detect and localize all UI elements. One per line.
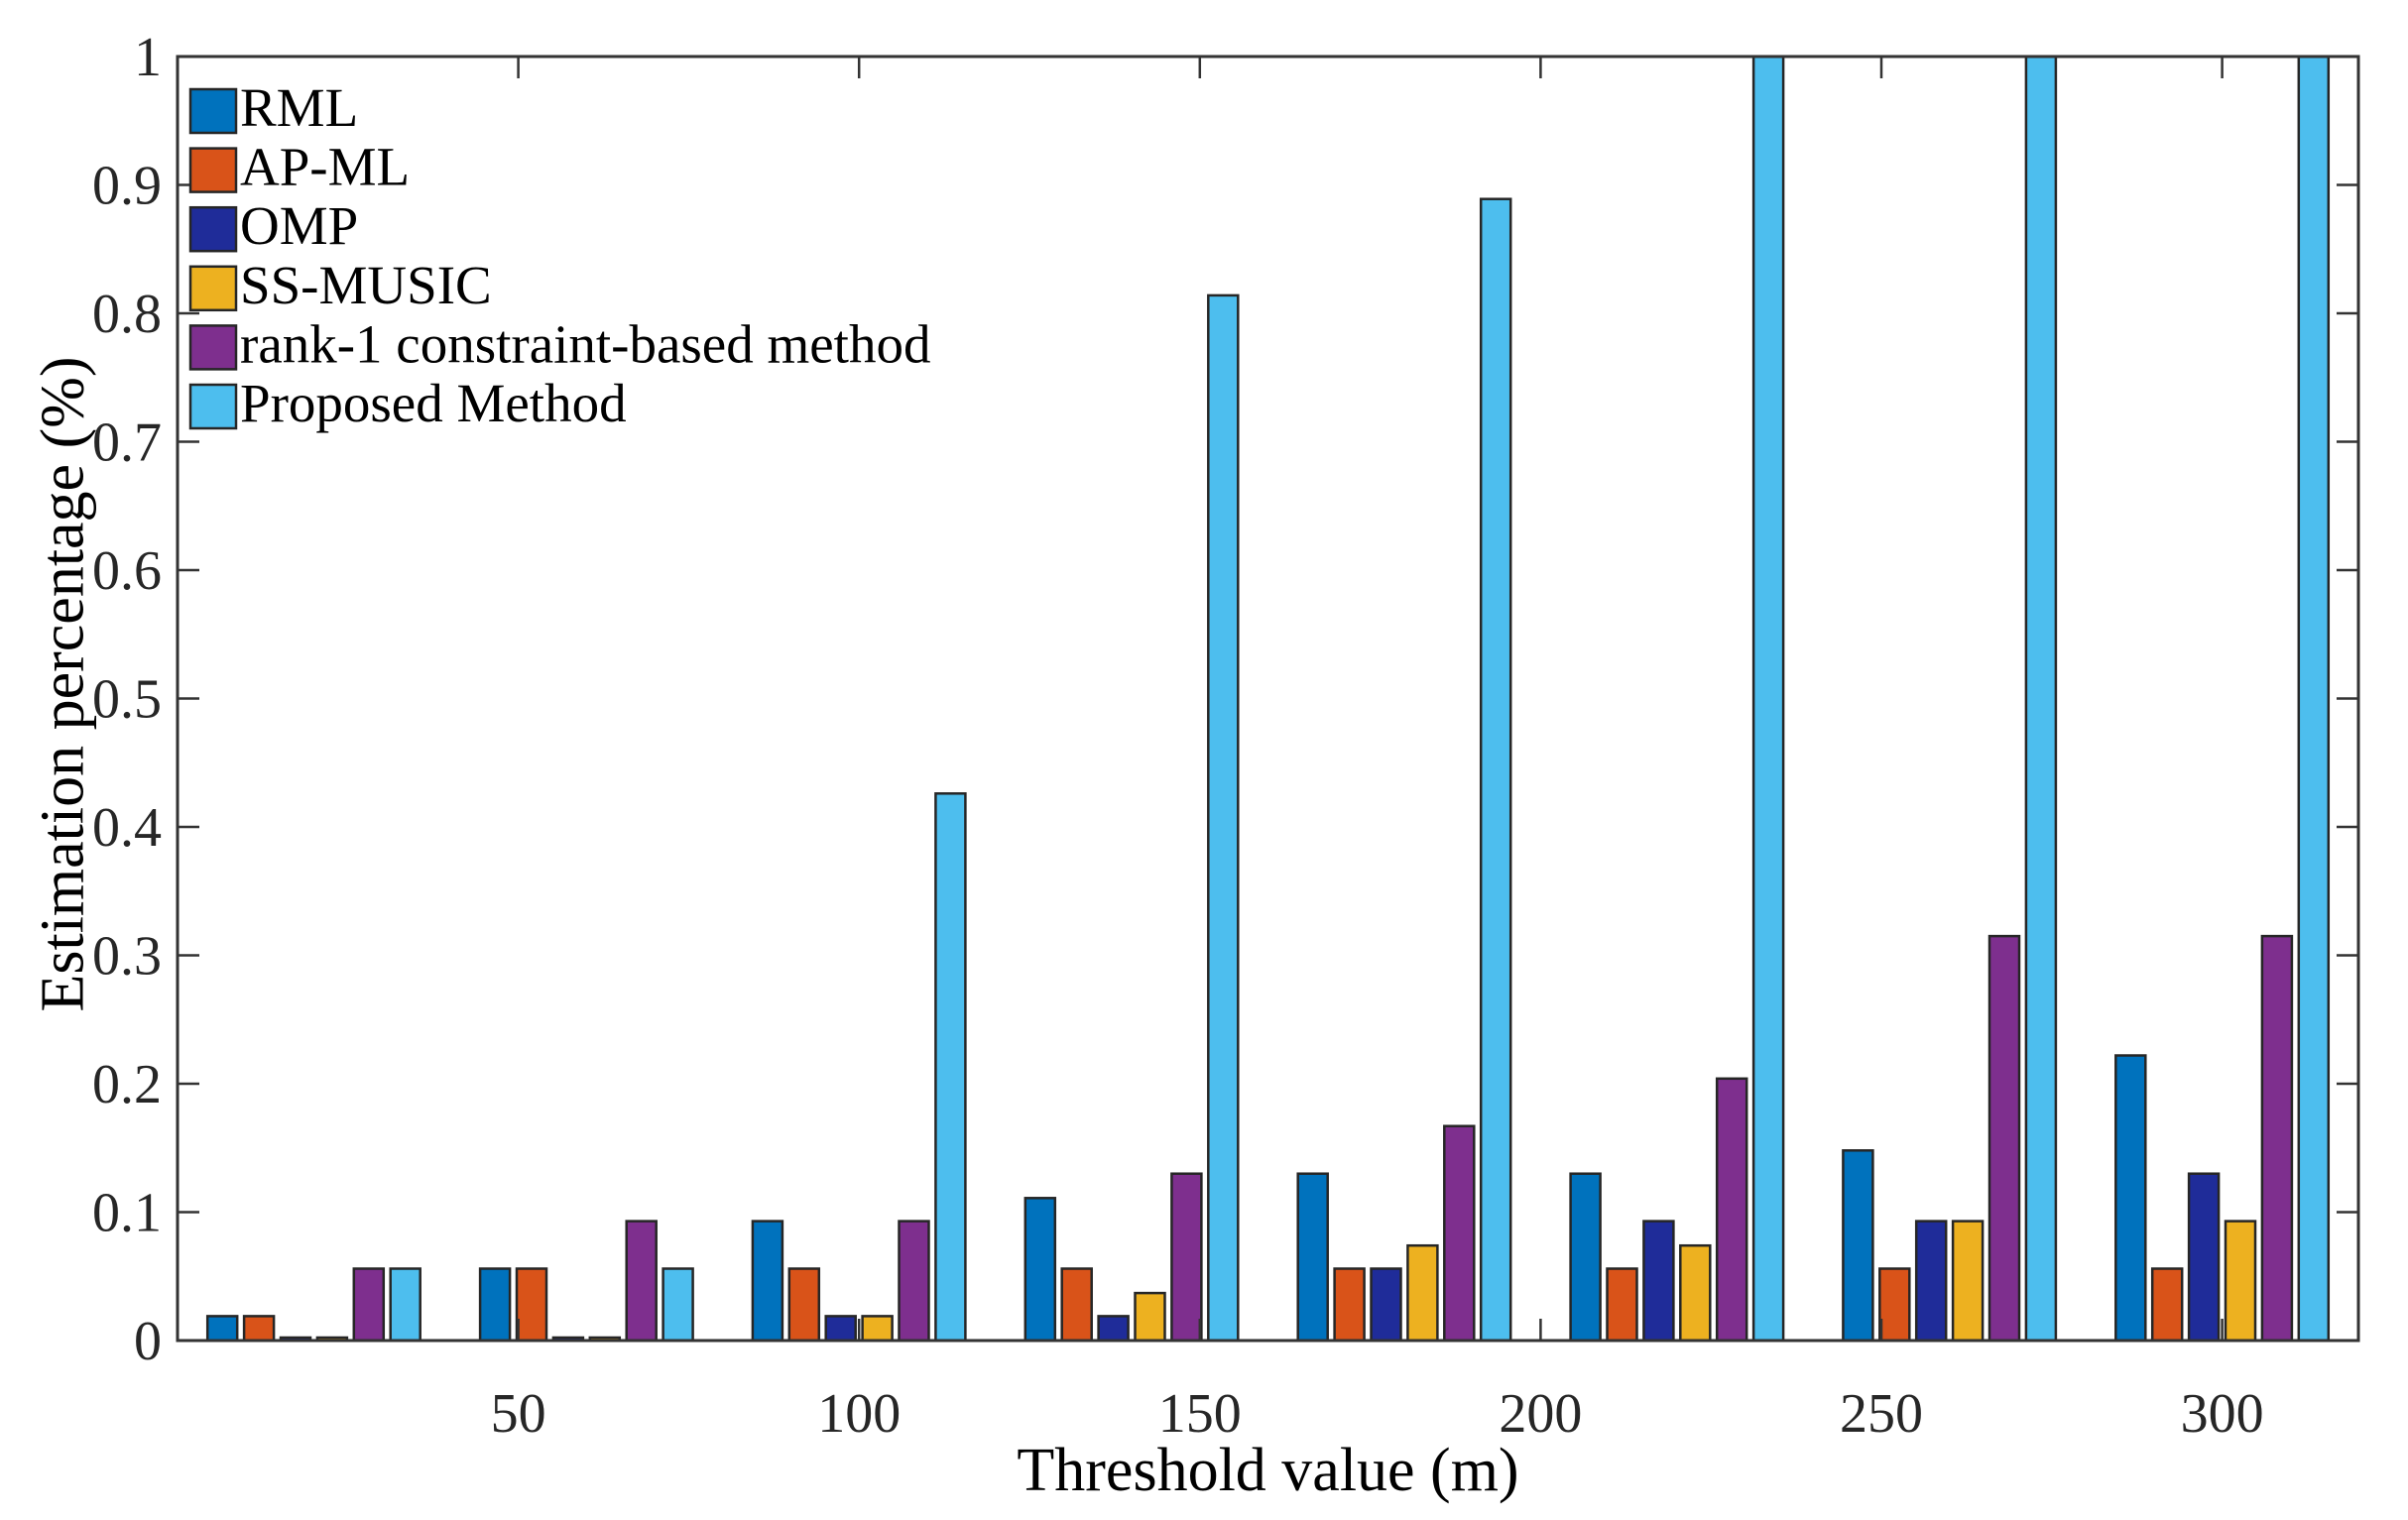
y-tick-label: 0.7	[92, 412, 162, 474]
bar-proposed-method-100	[934, 792, 967, 1343]
bar-ss-music-260	[1951, 1220, 1985, 1343]
y-tick-label: 0	[134, 1311, 162, 1372]
bar-omp-100	[824, 1315, 857, 1343]
bar-ss-music-180	[1406, 1243, 1439, 1343]
bar-ap-ml-300	[2150, 1267, 2184, 1343]
bar-ap-ml-60	[515, 1267, 548, 1343]
bar-rank-1-constraint-based-method-100	[898, 1220, 930, 1343]
y-axis-title: Estimation percentage (%)	[29, 356, 97, 1012]
legend-swatch-omp	[188, 205, 238, 253]
bar-rml-60	[478, 1267, 512, 1343]
bar-proposed-method-220	[1751, 55, 1785, 1343]
x-tick-label: 200	[1499, 1383, 1582, 1445]
bar-omp-300	[2187, 1172, 2221, 1343]
bar-proposed-method-60	[662, 1267, 694, 1343]
x-tick-label: 150	[1158, 1383, 1242, 1445]
legend-swatch-ss-music	[188, 265, 238, 312]
bar-rank-1-constraint-based-method-220	[1715, 1077, 1748, 1343]
y-tick-label: 0.6	[92, 540, 162, 602]
legend-label-rml: RML	[240, 77, 358, 138]
bar-omp-180	[1370, 1267, 1402, 1343]
y-tick-label: 0.5	[92, 669, 162, 731]
legend-swatch-rank-1-constraint-based-method	[188, 324, 238, 371]
legend-label-rank-1-constraint-based-method: rank-1 constraint-based method	[240, 313, 930, 374]
bar-rank-1-constraint-based-method-140	[1170, 1172, 1203, 1343]
bar-ap-ml-20	[242, 1315, 276, 1343]
y-tick-label: 0.3	[92, 926, 162, 988]
legend-label-ap-ml: AP-ML	[240, 137, 410, 197]
bar-omp-140	[1097, 1315, 1130, 1343]
bar-rml-100	[751, 1220, 784, 1343]
legend-swatch-rml	[188, 87, 238, 135]
legend-label-proposed-method: Proposed Method	[240, 373, 627, 433]
x-tick-label: 300	[2181, 1383, 2264, 1445]
bar-ap-ml-220	[1606, 1267, 1638, 1343]
y-tick-label: 0.4	[92, 797, 162, 859]
x-tick-label: 250	[1840, 1383, 1923, 1445]
bar-ss-music-300	[2224, 1220, 2257, 1343]
bar-proposed-method-300	[2297, 55, 2331, 1343]
bar-rml-20	[205, 1315, 239, 1343]
bar-ap-ml-140	[1060, 1267, 1093, 1343]
bar-ss-music-100	[861, 1315, 894, 1343]
bar-proposed-method-20	[389, 1267, 421, 1343]
legend-label-ss-music: SS-MUSIC	[240, 255, 492, 315]
x-axis-title: Threshold value (m)	[1017, 1437, 1519, 1504]
bar-rank-1-constraint-based-method-60	[625, 1220, 658, 1343]
y-tick-label: 0.1	[92, 1183, 162, 1244]
y-tick-label: 1	[134, 27, 162, 88]
bar-ap-ml-100	[787, 1267, 821, 1343]
legend-label-omp: OMP	[240, 195, 358, 256]
bar-rml-220	[1569, 1172, 1602, 1343]
y-tick-label: 0.9	[92, 156, 162, 217]
bar-rml-180	[1296, 1172, 1329, 1343]
bar-proposed-method-180	[1479, 197, 1512, 1343]
x-tick-label: 100	[817, 1383, 901, 1445]
bar-ap-ml-260	[1878, 1267, 1911, 1343]
bar-ap-ml-180	[1333, 1267, 1366, 1343]
bar-rml-260	[1842, 1149, 1874, 1343]
y-tick-label: 0.2	[92, 1054, 162, 1115]
bar-rank-1-constraint-based-method-180	[1443, 1124, 1476, 1343]
bar-rml-300	[2114, 1054, 2147, 1343]
bar-proposed-method-260	[2024, 55, 2058, 1343]
bar-omp-220	[1642, 1220, 1675, 1343]
y-tick-label: 0.8	[92, 284, 162, 345]
bar-omp-260	[1914, 1220, 1948, 1343]
bar-rank-1-constraint-based-method-20	[352, 1267, 386, 1343]
bar-rml-140	[1023, 1197, 1057, 1343]
bar-rank-1-constraint-based-method-260	[1987, 934, 2021, 1343]
bar-ss-music-220	[1679, 1243, 1712, 1343]
legend-swatch-ap-ml	[188, 147, 238, 193]
bar-rank-1-constraint-based-method-300	[2260, 934, 2294, 1343]
legend-swatch-proposed-method	[188, 383, 238, 430]
bar-ss-music-140	[1134, 1291, 1166, 1343]
bar-proposed-method-140	[1207, 293, 1240, 1343]
x-tick-label: 50	[491, 1383, 546, 1445]
